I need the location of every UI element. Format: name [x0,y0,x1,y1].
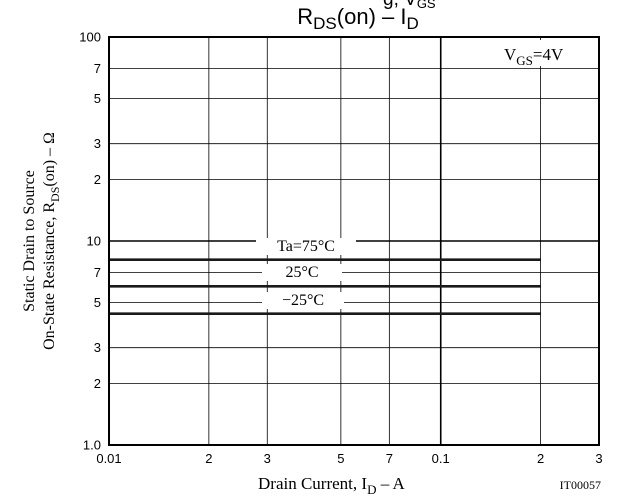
y-axis-label-line1: Static Drain to Source [21,170,38,312]
condition-label: VGS=4V [504,45,564,68]
x-tick-label: 3 [595,451,602,466]
y-tick-label: 10 [87,234,101,249]
y-tick-label: 3 [94,340,101,355]
plot-frame [108,36,600,446]
y-tick-label: 2 [94,376,101,391]
y-tick-label: 7 [94,265,101,280]
y-tick-label: 5 [94,91,101,106]
chart-title: RDS(on) – ID [297,4,419,33]
y-tick-labels: 1.0 2 3 5 7 10 2 3 5 7 100 [79,30,101,453]
label-bg-m25 [262,292,344,309]
x-axis-label: Drain Current, ID – A [258,474,406,497]
x-tick-label: 5 [337,451,344,466]
series-label-25: 25°C [285,264,318,281]
x-tick-label: 3 [264,451,271,466]
y-tick-label: 5 [94,295,101,310]
figure-code: IT00057 [560,478,601,492]
grid-lines [108,36,600,446]
y-axis-label-line2: On-State Resistance, RDS(on) – Ω [41,132,62,350]
series-lines [109,258,541,316]
x-tick-label: 0.1 [432,451,450,466]
series-label-ta75: Ta=75°C [277,238,335,255]
y-tick-label: 1.0 [83,438,101,453]
y-axis-label: Static Drain to Source On-State Resistan… [21,132,62,350]
y-tick-label: 100 [79,30,101,45]
x-tick-labels: 0.01 2 3 5 7 0.1 2 3 [96,451,602,466]
x-tick-label: 2 [205,451,212,466]
x-tick-label: 2 [537,451,544,466]
y-tick-label: 3 [94,136,101,151]
x-tick-label: 7 [386,451,393,466]
x-tick-label: 0.01 [96,451,121,466]
y-tick-label: 2 [94,172,101,187]
series-label-minus25: −25°C [282,292,324,309]
label-bg-ta75 [256,238,356,255]
top-cut-title: g, VGS [383,0,436,11]
y-tick-label: 7 [94,61,101,76]
condition-bg [498,40,597,66]
label-bg-25 [262,264,342,281]
